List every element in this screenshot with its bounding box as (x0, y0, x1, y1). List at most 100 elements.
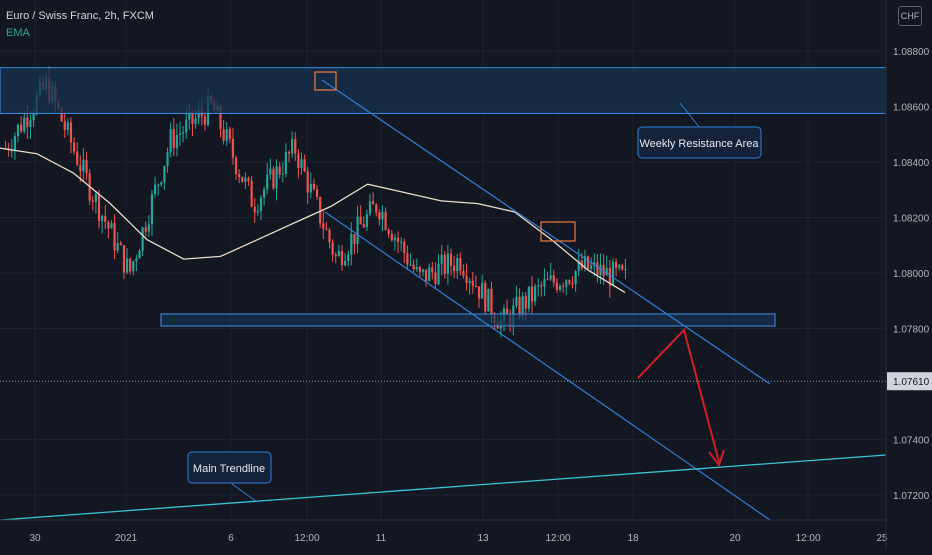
candle-body (147, 224, 150, 232)
candle-body (462, 270, 465, 276)
candle-body (253, 206, 256, 213)
candle-body (79, 164, 82, 172)
candle-body (104, 215, 107, 223)
ema-line (0, 147, 626, 293)
candle-body (505, 308, 509, 314)
candle-body (185, 119, 188, 133)
candle-body (362, 224, 365, 228)
candle-body (94, 194, 97, 202)
candle-body (459, 257, 462, 271)
x-tick-label: 30 (29, 533, 41, 544)
candle-body (490, 288, 493, 316)
channel-upper-line (321, 79, 771, 385)
x-tick-label: 25 (876, 533, 888, 544)
candle-body (456, 257, 459, 272)
candle-body (340, 251, 344, 266)
projection-path (637, 328, 720, 463)
candle-body (284, 152, 287, 174)
candle-body (309, 184, 312, 193)
candle-body (549, 275, 552, 280)
candlestick-series (4, 66, 627, 338)
candle-body (256, 210, 259, 213)
candle-body (234, 157, 238, 175)
candle-body (306, 171, 309, 193)
candle-body (172, 129, 175, 148)
candle-body (153, 184, 157, 195)
candle-body (63, 121, 66, 130)
chart-title: Euro / Swiss Franc, 2h, FXCM (6, 10, 154, 22)
currency-badge[interactable]: CHF (898, 6, 922, 26)
candle-body (611, 261, 615, 286)
projection-arrowhead (708, 449, 725, 468)
trendline-label-box (187, 451, 272, 484)
candle-body (562, 285, 565, 287)
candle-body (368, 201, 372, 215)
candle-body (334, 254, 337, 257)
candle-body (353, 234, 356, 244)
candle-body (197, 110, 200, 119)
candle-body (487, 288, 490, 312)
candle-body (178, 133, 182, 135)
candle-body (387, 229, 390, 234)
resistance-label-box (637, 126, 762, 159)
candle-body (303, 159, 306, 172)
main-trendline (0, 454, 887, 521)
indicator-legend[interactable]: EMA (6, 27, 30, 39)
candle-body (300, 159, 303, 169)
x-tick-label: 20 (729, 533, 741, 544)
candle-body (191, 111, 194, 125)
candle-body (537, 285, 540, 287)
candle-body (424, 269, 428, 282)
candle-body (13, 136, 16, 151)
candle-body (26, 117, 29, 127)
candle-body (477, 286, 481, 299)
candle-body (315, 189, 319, 198)
candle-body (272, 168, 275, 189)
y-tick-label: 1.07800 (893, 325, 930, 336)
candle-body (194, 118, 197, 125)
candle-body (593, 262, 596, 266)
candle-body (359, 216, 362, 225)
candle-body (138, 250, 141, 259)
candle-body (122, 245, 126, 273)
y-tick-label: 1.08600 (893, 103, 930, 114)
candle-body (400, 241, 403, 243)
candle-body (403, 241, 406, 254)
candle-body (97, 194, 101, 222)
candle-body (453, 265, 456, 272)
candle-body (69, 122, 73, 143)
candle-body (596, 262, 599, 276)
candle-body (393, 237, 397, 241)
candle-body (384, 211, 387, 230)
candle-body (521, 296, 524, 317)
x-tick-label: 2021 (115, 533, 138, 544)
candle-body (297, 153, 300, 169)
candle-body (375, 204, 378, 213)
candle-body (107, 222, 110, 229)
candle-body (412, 264, 415, 270)
support-zone (160, 313, 776, 327)
candle-body (350, 234, 353, 255)
y-tick-label: 1.08400 (893, 158, 930, 169)
candle-body (540, 285, 543, 287)
candle-body (558, 285, 562, 290)
candle-body (175, 134, 178, 148)
candle-body (543, 279, 546, 287)
candle-body (471, 280, 474, 286)
candle-body (428, 267, 431, 282)
candle-body (624, 268, 627, 270)
x-tick-label: 13 (477, 533, 489, 544)
candle-body (20, 124, 23, 132)
candle-body (238, 174, 241, 177)
candle-body (23, 117, 26, 132)
candle-body (565, 280, 568, 287)
candle-body (188, 111, 191, 120)
candle-body (381, 211, 384, 220)
candle-body (250, 180, 253, 207)
candle-body (555, 282, 559, 290)
candle-body (443, 254, 446, 274)
callout-pointer (231, 483, 258, 503)
candle-body (116, 243, 119, 251)
